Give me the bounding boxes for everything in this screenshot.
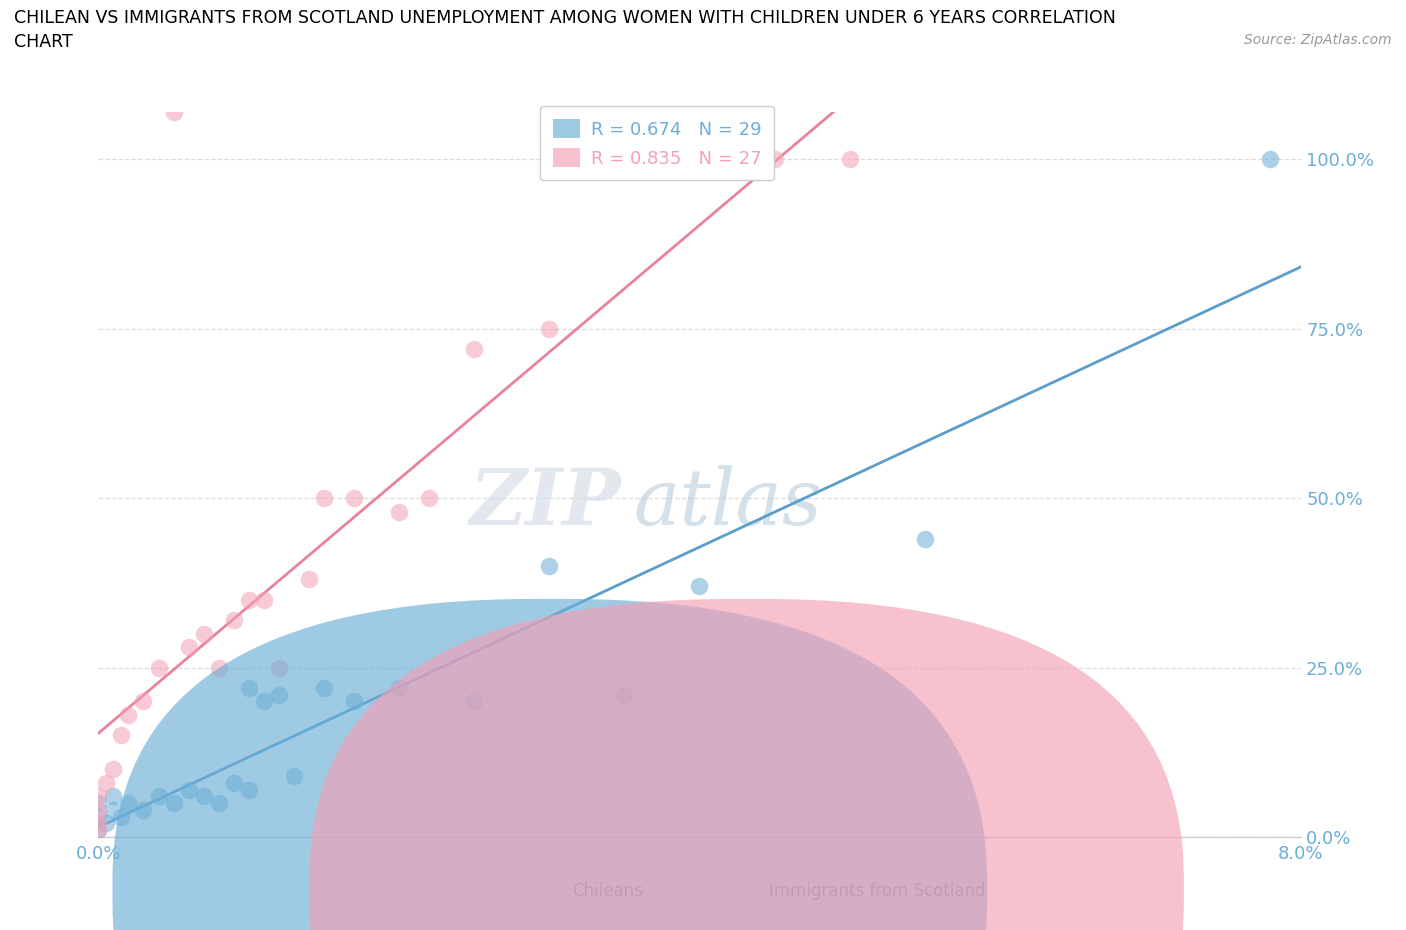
Text: Immigrants from Scotland: Immigrants from Scotland (769, 882, 986, 900)
Point (613, 687, 636, 702)
Point (148, 789, 170, 804)
Point (177, 782, 200, 797)
Point (298, 572, 321, 587)
Point (87, 823, 110, 838)
Point (689, 578, 711, 593)
Point (914, 531, 936, 546)
Point (208, 660, 231, 675)
Point (238, 592, 260, 607)
Point (117, 708, 139, 723)
Point (1260, 152, 1282, 166)
Point (343, 491, 366, 506)
Point (312, 491, 335, 506)
Point (418, 491, 440, 506)
Text: CHART: CHART (14, 33, 73, 50)
Point (177, 640, 200, 655)
Point (132, 803, 155, 817)
Point (87, 789, 110, 804)
Point (103, 803, 125, 817)
Point (208, 796, 231, 811)
Point (94, 816, 117, 830)
Point (87, 796, 110, 811)
Point (238, 681, 260, 696)
Point (103, 789, 125, 804)
Point (538, 558, 561, 573)
Point (117, 796, 139, 811)
Point (132, 694, 155, 709)
Point (238, 782, 260, 797)
Point (538, 321, 561, 336)
Point (110, 728, 132, 743)
Point (222, 776, 245, 790)
Point (388, 681, 411, 696)
Point (87, 823, 110, 838)
Text: atlas: atlas (633, 465, 823, 541)
Point (838, 152, 860, 166)
Point (148, 660, 170, 675)
Point (463, 694, 485, 709)
Point (463, 341, 485, 356)
Point (763, 152, 786, 166)
Point (193, 626, 215, 641)
Point (222, 613, 245, 628)
Point (87, 803, 110, 817)
Point (253, 694, 276, 709)
Point (87, 816, 110, 830)
Text: Source: ZipAtlas.com: Source: ZipAtlas.com (1244, 33, 1392, 46)
Text: Chileans: Chileans (572, 882, 643, 900)
Point (94, 776, 117, 790)
Point (267, 687, 290, 702)
Point (87, 809, 110, 824)
Point (103, 762, 125, 777)
Point (162, 104, 184, 119)
Point (343, 694, 366, 709)
Legend: R = 0.674   N = 29, R = 0.835   N = 27: R = 0.674 N = 29, R = 0.835 N = 27 (540, 106, 775, 180)
Text: ZIP: ZIP (470, 465, 621, 541)
Text: CHILEAN VS IMMIGRANTS FROM SCOTLAND UNEMPLOYMENT AMONG WOMEN WITH CHILDREN UNDER: CHILEAN VS IMMIGRANTS FROM SCOTLAND UNEM… (14, 9, 1116, 27)
Point (110, 809, 132, 824)
Point (193, 789, 215, 804)
Point (312, 681, 335, 696)
Point (162, 796, 184, 811)
Point (283, 768, 305, 783)
Point (388, 504, 411, 519)
Point (267, 660, 290, 675)
Point (253, 592, 276, 607)
